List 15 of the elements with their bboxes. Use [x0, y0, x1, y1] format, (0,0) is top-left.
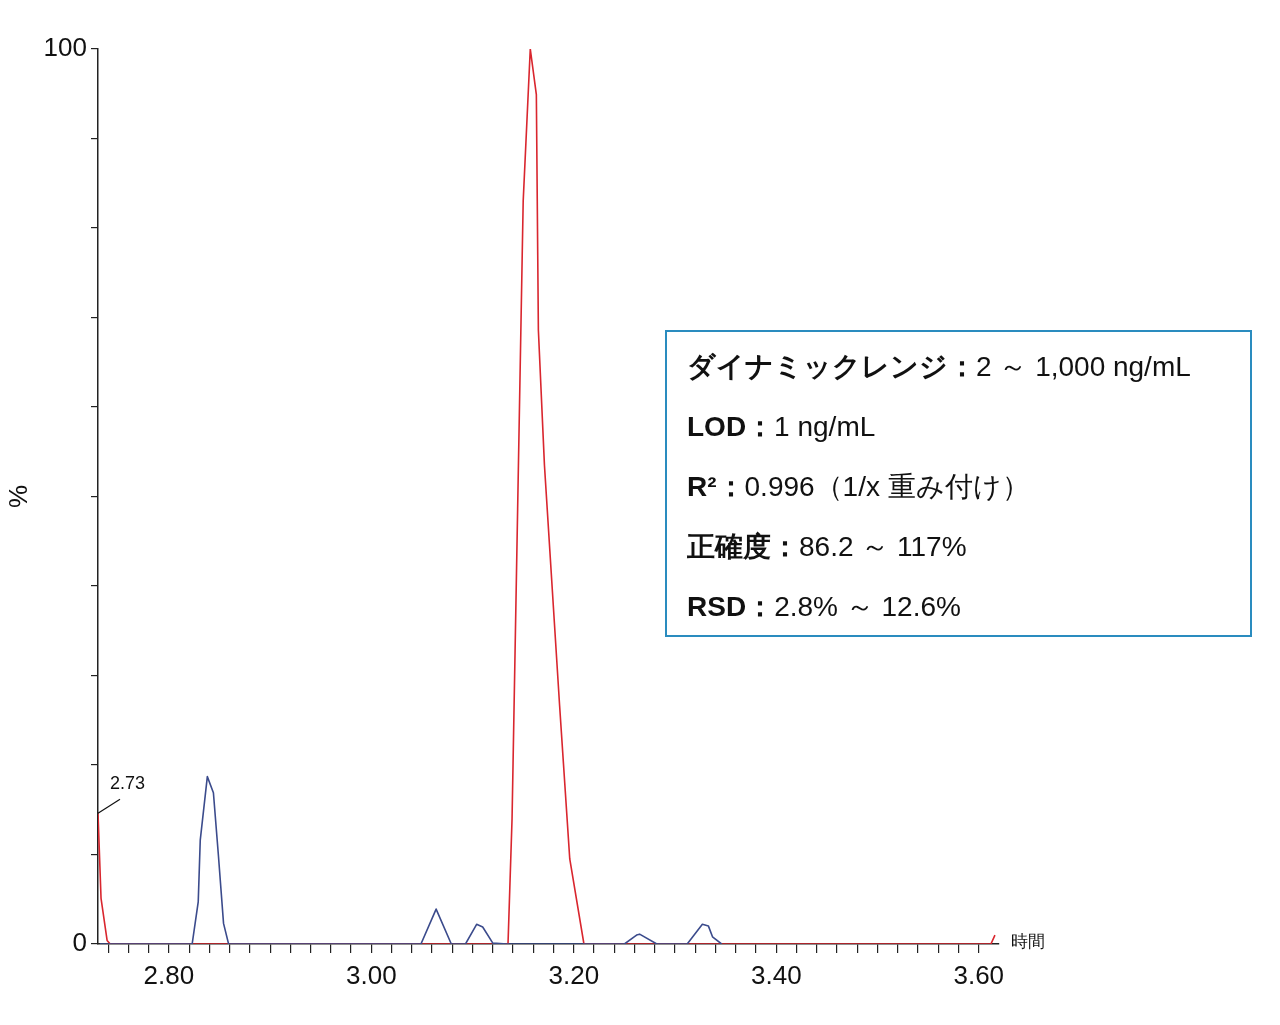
x-axis-title: 時間 [1011, 931, 1045, 951]
x-tick-label: 3.60 [953, 959, 1005, 990]
y-tick-label: 0 [72, 927, 87, 958]
x-tick-label: 2.80 [143, 959, 195, 990]
y-tick-label: 100 [43, 32, 87, 63]
annotation: ダイナミックレンジ：2 ～ 1,000 ng/mL [687, 350, 1191, 384]
y-axis-title: % [2, 484, 33, 509]
annotation: R²：0.996（1/x 重み付け） [687, 470, 1030, 504]
x-tick-label: 3.00 [346, 959, 397, 990]
x-tick-label: 3.40 [750, 959, 802, 990]
annotation: 正確度：86.2 ～ 117% [687, 530, 967, 564]
x-tick-label: 3.20 [548, 959, 600, 990]
annotation: 2.73 [110, 773, 146, 794]
annotation: RSD：2.8% ～ 12.6% [687, 590, 961, 624]
annotation: LOD：1 ng/mL [687, 410, 876, 444]
